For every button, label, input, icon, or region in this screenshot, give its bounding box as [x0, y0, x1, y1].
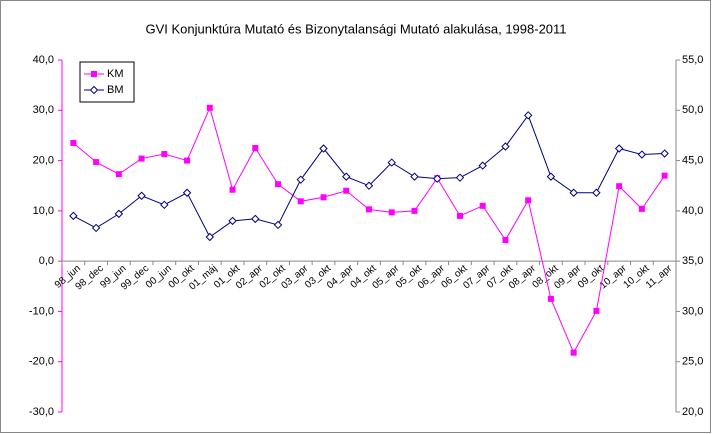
marker	[661, 172, 668, 179]
marker	[161, 151, 168, 158]
y2-tick-label: 40,0	[682, 205, 703, 217]
marker	[547, 295, 554, 302]
marker	[364, 181, 374, 190]
legend-marker	[89, 85, 99, 95]
y-tick-label: -20,0	[29, 356, 54, 368]
legend-box	[79, 61, 135, 103]
y2-tick-label: 30,0	[682, 305, 703, 317]
marker	[569, 188, 578, 197]
marker	[479, 202, 486, 209]
marker	[184, 157, 191, 164]
marker	[91, 223, 101, 233]
marker	[388, 209, 395, 216]
marker	[501, 142, 510, 151]
marker	[69, 211, 78, 221]
marker	[273, 220, 283, 230]
y-tick-label: 20,0	[33, 154, 54, 166]
y2-tick-label: 35,0	[682, 255, 703, 267]
marker	[456, 212, 463, 219]
marker	[614, 144, 624, 153]
marker	[660, 149, 669, 158]
marker	[319, 144, 328, 153]
y-tick-label: 30,0	[33, 104, 54, 116]
marker	[523, 111, 533, 120]
marker	[275, 181, 282, 188]
marker	[343, 187, 350, 194]
chart-title: GVI Konjunktúra Mutató és Bizonytalanság…	[145, 21, 566, 36]
marker	[570, 349, 577, 356]
marker	[297, 198, 304, 205]
marker	[205, 232, 215, 242]
marker	[387, 158, 396, 167]
marker	[93, 159, 100, 166]
marker	[637, 150, 647, 159]
legend-label: KM	[107, 68, 124, 80]
marker	[70, 139, 77, 146]
marker	[320, 194, 327, 201]
marker	[525, 197, 532, 204]
marker	[160, 200, 169, 210]
marker	[478, 161, 487, 170]
marker	[342, 172, 351, 181]
legend-label: BM	[107, 84, 124, 96]
y2-tick-label: 50,0	[682, 104, 703, 116]
y2-tick-label: 20,0	[682, 406, 703, 418]
marker	[137, 191, 146, 200]
marker	[616, 183, 623, 190]
marker	[411, 207, 418, 214]
y2-tick-label: 25,0	[682, 356, 703, 368]
marker	[638, 205, 645, 212]
y2-tick-label: 55,0	[682, 54, 703, 66]
marker	[138, 155, 145, 162]
marker	[366, 206, 372, 213]
marker	[455, 173, 465, 182]
marker	[252, 145, 259, 151]
marker	[115, 171, 122, 178]
y-tick-label: -10,0	[29, 305, 54, 317]
marker	[182, 188, 192, 197]
marker	[433, 174, 442, 183]
marker	[229, 186, 236, 193]
marker	[502, 237, 509, 244]
marker	[206, 104, 213, 111]
y-tick-label: -30,0	[29, 406, 54, 418]
marker	[251, 214, 260, 224]
marker	[410, 172, 419, 181]
marker	[114, 209, 124, 219]
y-tick-label: 10,0	[33, 205, 54, 217]
y-tick-label: 40,0	[33, 54, 54, 66]
y2-tick-label: 45,0	[682, 154, 703, 166]
marker	[228, 216, 237, 226]
marker	[593, 307, 600, 314]
y-tick-label: 0,0	[39, 255, 54, 267]
marker	[296, 175, 305, 184]
marker	[546, 172, 556, 181]
marker	[592, 188, 601, 197]
legend-marker	[91, 71, 97, 77]
